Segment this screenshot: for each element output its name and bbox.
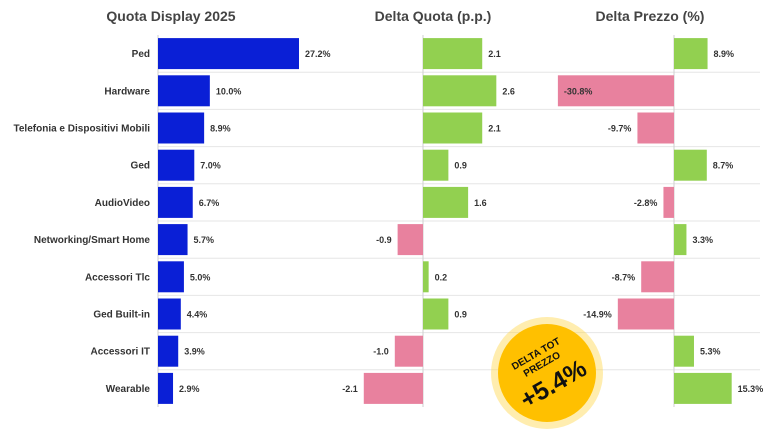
category-label-ped: Ped [132, 49, 150, 60]
quota-bar-hardware [158, 75, 210, 107]
quota-bar-ped [158, 38, 299, 70]
delta-prezzo-bar-ged-built-in [617, 298, 674, 330]
quota-bar-networking-smart-home [158, 224, 188, 256]
delta-prezzo-label-ped: 8.9% [714, 49, 735, 59]
delta-prezzo-label-accessori-tlc: -8.7% [612, 272, 636, 282]
delta-quota-label-accessori-tlc: 0.2 [435, 272, 448, 282]
delta-quota-bar-ped [423, 38, 483, 70]
delta-prezzo-label-telefonia-e-dispositivi-mobili: -9.7% [608, 124, 632, 134]
quota-bar-accessori-tlc [158, 261, 184, 293]
delta-prezzo-bar-accessori-it [674, 335, 694, 367]
delta-prezzo-bar-hardware [557, 75, 674, 107]
category-label-ged-built-in: Ged Built-in [93, 310, 150, 321]
delta-prezzo-label-wearable: 15.3% [738, 384, 764, 394]
quota-label-telefonia-e-dispositivi-mobili: 8.9% [210, 124, 231, 134]
quota-label-ged-built-in: 4.4% [187, 310, 208, 320]
delta-quota-label-networking-smart-home: -0.9 [376, 235, 392, 245]
delta-quota-label-wearable: -2.1 [342, 384, 358, 394]
category-label-networking-smart-home: Networking/Smart Home [34, 235, 151, 246]
quota-label-ged: 7.0% [200, 161, 221, 171]
category-label-hardware: Hardware [104, 86, 150, 97]
delta-prezzo-bar-accessori-tlc [641, 261, 674, 293]
delta-quota-label-ged-built-in: 0.9 [454, 310, 467, 320]
header-delta-prezzo: Delta Prezzo (%) [596, 8, 705, 24]
delta-quota-label-hardware: 2.6 [502, 86, 515, 96]
delta-quota-bar-networking-smart-home [397, 224, 423, 256]
quota-bar-ged [158, 149, 195, 181]
category-label-accessori-tlc: Accessori Tlc [85, 272, 150, 283]
delta-quota-label-audiovideo: 1.6 [474, 198, 487, 208]
quota-bar-ged-built-in [158, 298, 181, 330]
quota-label-hardware: 10.0% [216, 86, 242, 96]
delta-tot-prezzo-badge: DELTA TOT PREZZO +5.4% [491, 317, 603, 429]
quota-label-audiovideo: 6.7% [199, 198, 220, 208]
delta-prezzo-bar-networking-smart-home [674, 224, 687, 256]
badge-circle [498, 324, 596, 422]
quota-label-accessori-tlc: 5.0% [190, 272, 211, 282]
delta-quota-bar-accessori-tlc [423, 261, 429, 293]
delta-prezzo-label-networking-smart-home: 3.3% [692, 235, 713, 245]
delta-prezzo-label-audiovideo: -2.8% [634, 198, 658, 208]
category-label-accessori-it: Accessori IT [91, 347, 150, 358]
delta-quota-bar-audiovideo [423, 186, 469, 218]
quota-label-ped: 27.2% [305, 49, 331, 59]
category-label-ged: Ged [131, 161, 150, 172]
row-separators [158, 71, 760, 371]
delta-prezzo-bar-ged [674, 149, 707, 181]
header-quota: Quota Display 2025 [106, 8, 235, 24]
delta-prezzo-label-accessori-it: 5.3% [700, 347, 721, 357]
quota-bar-telefonia-e-dispositivi-mobili [158, 112, 205, 144]
quota-label-networking-smart-home: 5.7% [194, 235, 215, 245]
delta-quota-label-accessori-it: -1.0 [373, 347, 389, 357]
delta-prezzo-bar-wearable [674, 372, 732, 404]
delta-prezzo-label-ged-built-in: -14.9% [583, 310, 612, 320]
delta-quota-bar-ged-built-in [423, 298, 449, 330]
delta-quota-label-telefonia-e-dispositivi-mobili: 2.1 [488, 124, 501, 134]
delta-quota-label-ged: 0.9 [454, 161, 467, 171]
delta-quota-label-ped: 2.1 [488, 49, 501, 59]
category-label-telefonia-e-dispositivi-mobili: Telefonia e Dispositivi Mobili [14, 124, 151, 135]
quota-bar-accessori-it [158, 335, 179, 367]
delta-prezzo-bar-audiovideo [663, 186, 674, 218]
category-label-audiovideo: AudioVideo [95, 198, 150, 209]
delta-quota-bar-telefonia-e-dispositivi-mobili [423, 112, 483, 144]
header-delta-quota: Delta Quota (p.p.) [375, 8, 492, 24]
delta-prezzo-bar-ped [674, 38, 708, 70]
quota-label-accessori-it: 3.9% [184, 347, 205, 357]
delta-prezzo-label-ged: 8.7% [713, 161, 734, 171]
chart-marks: Ped 27.2% 2.1 8.9% Hardware 10.0% 2.6 -30.8% Tel… [14, 38, 764, 404]
delta-prezzo-label-hardware: -30.8% [564, 86, 593, 96]
delta-quota-bar-wearable [363, 372, 423, 404]
delta-prezzo-bar-telefonia-e-dispositivi-mobili [637, 112, 674, 144]
delta-quota-bar-hardware [423, 75, 497, 107]
quota-bar-wearable [158, 372, 174, 404]
quota-bar-audiovideo [158, 186, 193, 218]
category-label-wearable: Wearable [106, 384, 151, 395]
quota-label-wearable: 2.9% [179, 384, 200, 394]
delta-quota-bar-accessori-it [394, 335, 423, 367]
delta-quota-bar-ged [423, 149, 449, 181]
